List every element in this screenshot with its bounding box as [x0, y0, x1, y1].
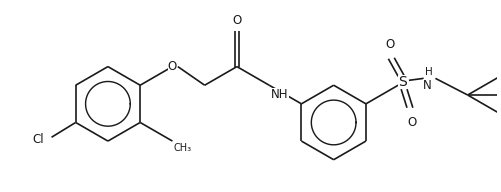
Text: O: O — [406, 116, 416, 129]
Text: NH: NH — [271, 88, 288, 101]
Text: N: N — [422, 79, 430, 92]
Text: O: O — [385, 38, 394, 51]
Text: O: O — [167, 60, 177, 73]
Text: CH₃: CH₃ — [500, 116, 501, 126]
Text: H: H — [424, 67, 431, 77]
Text: CH₃: CH₃ — [173, 143, 191, 153]
Text: S: S — [397, 75, 406, 89]
Text: O: O — [232, 14, 241, 27]
Text: Cl: Cl — [32, 133, 44, 146]
Text: CH₃: CH₃ — [500, 64, 501, 74]
